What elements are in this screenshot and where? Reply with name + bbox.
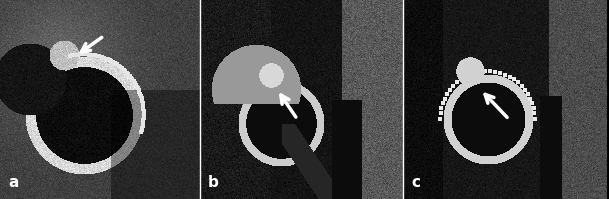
- Text: c: c: [411, 175, 420, 190]
- Text: b: b: [208, 175, 219, 190]
- Text: a: a: [8, 175, 18, 190]
